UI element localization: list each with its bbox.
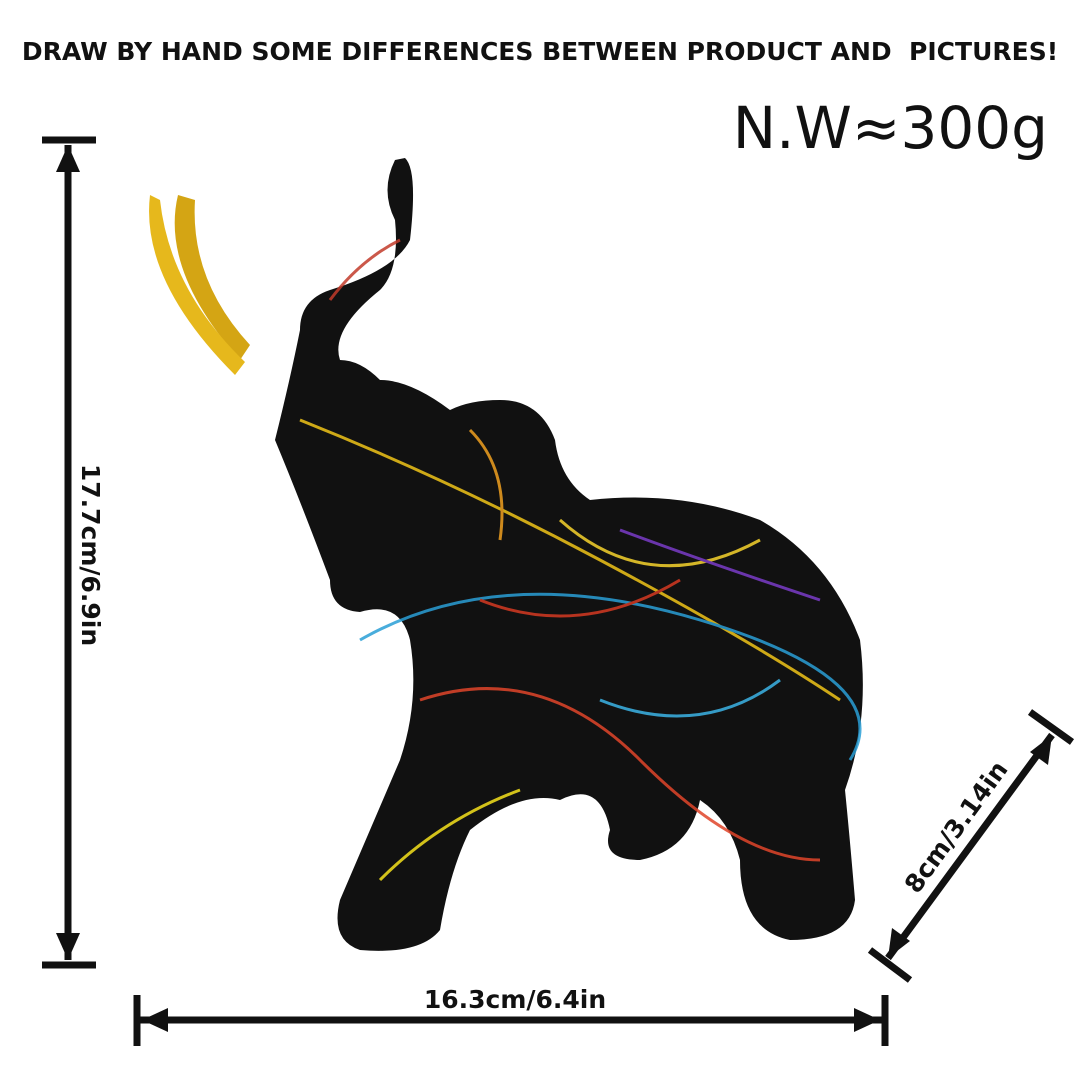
depth-dimension: 8cm/3.14in [867, 709, 1075, 983]
height-label: 17.7cm/6.9in [76, 464, 105, 646]
depth-label: 8cm/3.14in [899, 756, 1014, 899]
elephant-figure [149, 158, 863, 951]
width-dimension: 16.3cm/6.4in [133, 985, 889, 1046]
net-weight: N.W≈300g [733, 94, 1048, 162]
header-note: DRAW BY HAND SOME DIFFERENCES BETWEEN PR… [22, 37, 1058, 66]
width-label: 16.3cm/6.4in [424, 985, 606, 1014]
height-dimension: 17.7cm/6.9in [42, 136, 105, 969]
